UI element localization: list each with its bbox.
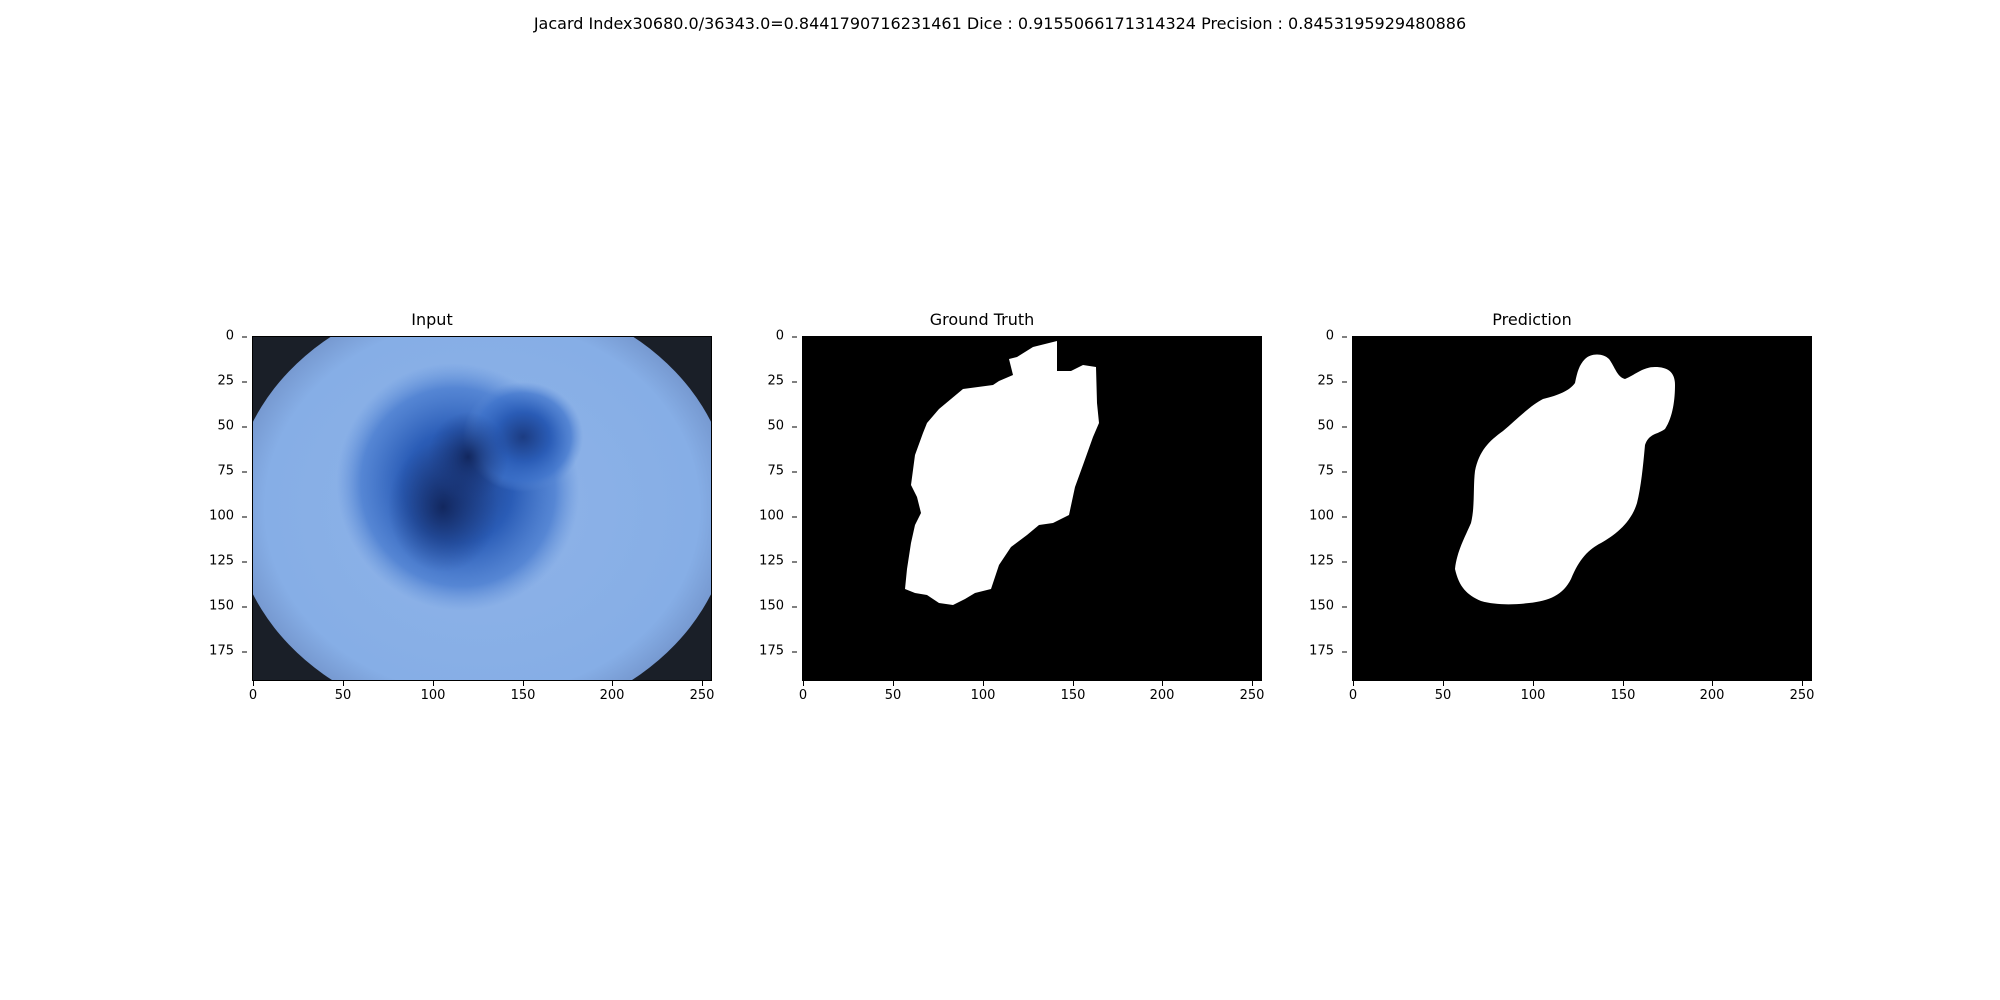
y-tick-label: 25 [1294,374,1347,389]
y-tick-label: 100 [744,509,797,524]
panel-title-ground-truth: Ground Truth [929,310,1035,329]
x-tick-label: 200 [1692,681,1732,703]
x-tick-label: 50 [873,681,913,703]
y-tick-label: 100 [1294,509,1347,524]
x-tick-label: 100 [413,681,453,703]
y-tick-label: 150 [744,599,797,614]
y-tick-label: 75 [194,464,247,479]
x-tick-label: 150 [1603,681,1643,703]
prediction-mask-axes [1352,336,1812,681]
y-tick-label: 0 [194,329,247,344]
dermoscopy-image [253,337,711,680]
x-tick-label: 150 [1053,681,1093,703]
input-image-axes [252,336,712,681]
ground-truth-mask [803,337,1261,680]
panel-prediction: Prediction 0 25 50 75 100 125 150 175 0 … [1252,300,1814,720]
y-tick-label: 25 [194,374,247,389]
y-tick-label: 175 [1294,644,1347,659]
y-tick-label: 50 [744,419,797,434]
y-tick-label: 125 [194,554,247,569]
x-tick-label: 0 [1333,681,1373,703]
x-tick-label: 0 [233,681,273,703]
y-tick-label: 125 [744,554,797,569]
y-tick-label: 25 [744,374,797,389]
y-tick-label: 0 [744,329,797,344]
x-tick-label: 200 [1142,681,1182,703]
y-tick-label: 50 [194,419,247,434]
x-tick-label: 250 [1782,681,1822,703]
x-tick-label: 250 [682,681,722,703]
x-tick-label: 200 [592,681,632,703]
x-tick-label: 100 [963,681,1003,703]
x-tick-label: 50 [1423,681,1463,703]
y-tick-label: 100 [194,509,247,524]
figure-suptitle: Jacard Index30680.0/36343.0=0.8441790716… [533,14,1467,33]
x-tick-label: 0 [783,681,823,703]
y-tick-label: 150 [194,599,247,614]
x-tick-label: 250 [1232,681,1272,703]
y-tick-label: 125 [1294,554,1347,569]
y-tick-label: 50 [1294,419,1347,434]
panel-ground-truth: Ground Truth 0 25 50 75 100 125 150 175 … [702,300,1264,720]
x-tick-label: 100 [1513,681,1553,703]
y-tick-label: 150 [1294,599,1347,614]
panel-input: Input [152,300,714,720]
y-tick-label: 175 [744,644,797,659]
x-tick-label: 150 [503,681,543,703]
prediction-mask [1353,337,1811,680]
y-tick-label: 175 [194,644,247,659]
panel-title-prediction: Prediction [1492,310,1572,329]
panel-title-input: Input [411,310,453,329]
y-tick-label: 0 [1294,329,1347,344]
y-tick-label: 75 [744,464,797,479]
ground-truth-mask-axes [802,336,1262,681]
x-tick-label: 50 [323,681,363,703]
y-tick-label: 75 [1294,464,1347,479]
